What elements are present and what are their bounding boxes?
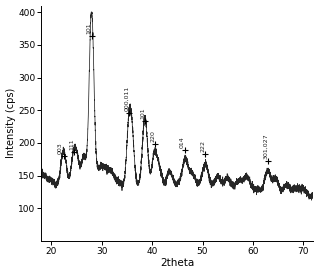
Text: 000,011: 000,011: [124, 86, 130, 111]
Text: 003: 003: [58, 142, 63, 154]
Text: 301,027: 301,027: [263, 133, 268, 159]
Y-axis label: Intensity (cps): Intensity (cps): [5, 88, 16, 158]
X-axis label: 2theta: 2theta: [160, 258, 194, 269]
Text: 222: 222: [200, 140, 205, 152]
Text: 111: 111: [69, 139, 74, 150]
Text: 101: 101: [140, 108, 145, 119]
Text: 014: 014: [180, 136, 185, 147]
Text: 220: 220: [150, 130, 155, 142]
Text: 101: 101: [86, 23, 92, 34]
